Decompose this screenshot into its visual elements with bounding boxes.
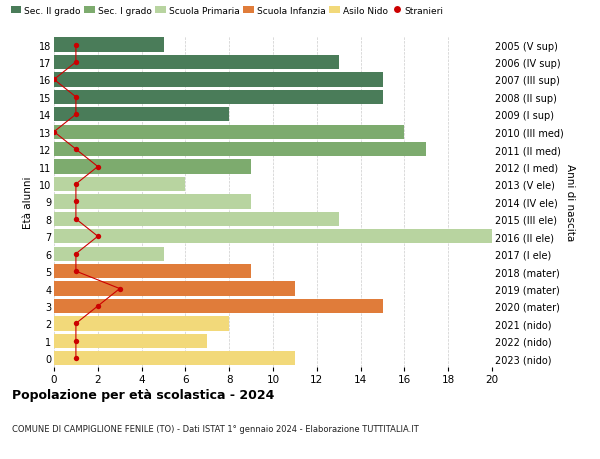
Bar bbox=[54, 282, 295, 296]
Point bbox=[71, 146, 81, 153]
Point bbox=[71, 42, 81, 49]
Bar bbox=[54, 143, 426, 157]
Text: COMUNE DI CAMPIGLIONE FENILE (TO) - Dati ISTAT 1° gennaio 2024 - Elaborazione TU: COMUNE DI CAMPIGLIONE FENILE (TO) - Dati… bbox=[12, 425, 419, 434]
Bar bbox=[54, 212, 338, 226]
Bar bbox=[54, 317, 229, 331]
Point bbox=[93, 302, 103, 310]
Bar bbox=[54, 195, 251, 209]
Point bbox=[71, 198, 81, 206]
Point bbox=[115, 285, 125, 292]
Point bbox=[71, 216, 81, 223]
Y-axis label: Età alunni: Età alunni bbox=[23, 176, 33, 228]
Bar bbox=[54, 247, 163, 261]
Bar bbox=[54, 334, 208, 348]
Bar bbox=[54, 352, 295, 366]
Y-axis label: Anni di nascita: Anni di nascita bbox=[565, 163, 575, 241]
Bar bbox=[54, 299, 383, 313]
Bar bbox=[54, 264, 251, 279]
Point bbox=[71, 251, 81, 258]
Point bbox=[71, 59, 81, 67]
Bar bbox=[54, 38, 163, 52]
Bar bbox=[54, 73, 383, 87]
Point bbox=[71, 94, 81, 101]
Point bbox=[71, 337, 81, 345]
Point bbox=[49, 129, 59, 136]
Bar bbox=[54, 178, 185, 192]
Bar bbox=[54, 230, 492, 244]
Point bbox=[71, 355, 81, 362]
Legend: Sec. II grado, Sec. I grado, Scuola Primaria, Scuola Infanzia, Asilo Nido, Stran: Sec. II grado, Sec. I grado, Scuola Prim… bbox=[11, 7, 443, 16]
Point bbox=[71, 268, 81, 275]
Bar bbox=[54, 108, 229, 122]
Point bbox=[49, 77, 59, 84]
Bar bbox=[54, 56, 338, 70]
Bar bbox=[54, 125, 404, 140]
Text: Popolazione per età scolastica - 2024: Popolazione per età scolastica - 2024 bbox=[12, 388, 274, 401]
Point bbox=[71, 320, 81, 327]
Bar bbox=[54, 160, 251, 174]
Point bbox=[71, 112, 81, 119]
Point bbox=[71, 181, 81, 188]
Point bbox=[93, 163, 103, 171]
Point bbox=[93, 233, 103, 241]
Bar bbox=[54, 90, 383, 105]
